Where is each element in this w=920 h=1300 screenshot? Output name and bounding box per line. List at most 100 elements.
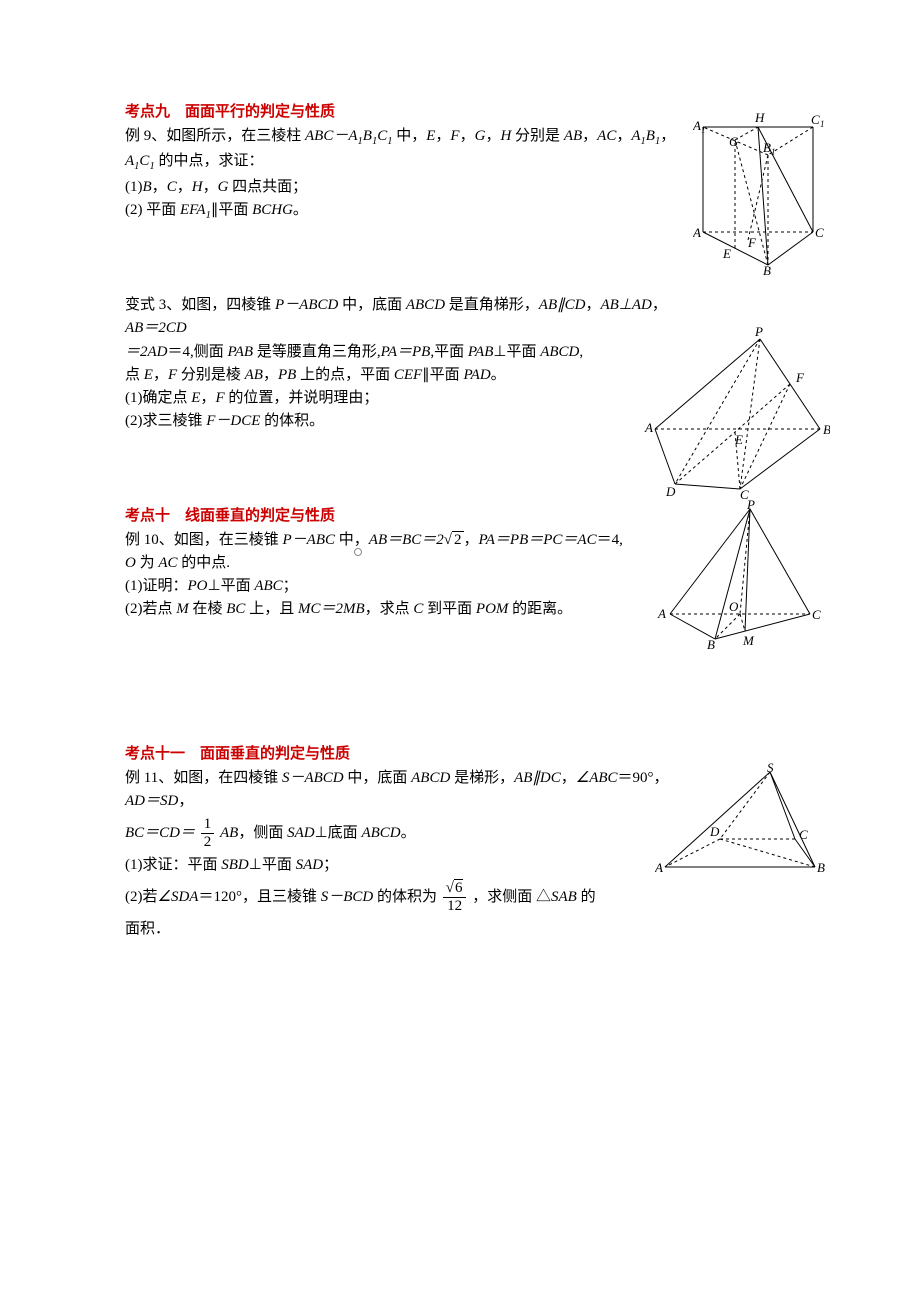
m: H (500, 128, 511, 144)
m: S－BCD (321, 889, 374, 905)
svg-text:E: E (734, 432, 743, 447)
m: AB∥CD (539, 297, 586, 313)
m: EFA (180, 202, 206, 218)
t: 例 9、如图所示，在三棱柱 (125, 128, 305, 144)
m: F (168, 367, 177, 383)
m: H (192, 179, 203, 195)
sqrt2: √2 (444, 529, 464, 552)
ex11-text-3: (1)求证：平面 SBD⊥平面 SAD； (125, 854, 670, 877)
t: ， (485, 128, 500, 144)
t: (1)确定点 (125, 390, 191, 406)
m: BCHG (252, 202, 293, 218)
svg-text:C: C (811, 112, 820, 127)
svg-text:C: C (815, 225, 824, 240)
t: ， (616, 128, 631, 144)
t: ，求点 (365, 601, 414, 617)
t: (2)求三棱锥 (125, 413, 206, 429)
m: ABCD (361, 825, 400, 841)
page: 考点九 面面平行的判定与性质 例 9、如图所示，在三棱柱 ABC－A1B1C1 … (0, 0, 920, 1002)
variant-3: 变式 3、如图，四棱锥 P－ABCD 中，底面 ABCD 是直角梯形，AB∥CD… (125, 294, 795, 434)
t: 的中点，求证： (155, 153, 264, 169)
t: ，求侧面 △ (472, 889, 551, 905)
t: ； (283, 578, 298, 594)
t: ⊥平面 (493, 344, 540, 360)
t: 上的点，平面 (296, 367, 394, 383)
t: (1)求证：平面 (125, 857, 221, 873)
t: ， (153, 367, 168, 383)
t: ， (177, 179, 192, 195)
t: 面积． (125, 921, 170, 937)
svg-text:G: G (729, 134, 739, 149)
t: 的 (577, 889, 596, 905)
svg-text:C: C (799, 827, 808, 842)
svg-text:1: 1 (820, 119, 825, 129)
t: ， (263, 367, 278, 383)
t: 四点共面； (228, 179, 307, 195)
t: 。 (491, 367, 506, 383)
section-9: 考点九 面面平行的判定与性质 例 9、如图所示，在三棱柱 ABC－A1B1C1 … (125, 100, 795, 224)
section-10: 考点十 线面垂直的判定与性质 例 10、如图，在三棱锥 P－ABC 中，AB＝B… (125, 504, 795, 622)
m: ABC－A (305, 128, 358, 144)
svg-text:B: B (763, 263, 771, 275)
figure-tetrahedron: P A C B M O (655, 499, 825, 654)
t: ， (660, 128, 675, 144)
svg-text:B: B (817, 860, 825, 875)
t: 中， (392, 128, 426, 144)
t: ＝4, (597, 532, 623, 548)
svg-text:A: A (644, 420, 653, 435)
m: ABCD (540, 344, 579, 360)
m: F (215, 390, 224, 406)
svg-text:F: F (795, 370, 805, 385)
m: A (631, 128, 640, 144)
var3-text: 变式 3、如图，四棱锥 P－ABCD 中，底面 ABCD 是直角梯形，AB∥CD… (125, 294, 685, 434)
svg-text:D: D (709, 824, 720, 839)
m: S－ABCD (282, 770, 344, 786)
m: C (167, 179, 177, 195)
t: ， (585, 297, 600, 313)
ex11-text-5: 面积． (125, 918, 670, 941)
svg-text:M: M (742, 633, 755, 648)
m: E (144, 367, 153, 383)
t: ⊥平面 (208, 578, 255, 594)
t: 变式 3、如图，四棱锥 (125, 297, 275, 313)
figure-pyramid-2: S A B C D (655, 762, 825, 887)
t: ∥平面 (422, 367, 463, 383)
t: ， (200, 390, 215, 406)
t: 在棱 (189, 601, 227, 617)
m: SAB (551, 889, 577, 905)
ex11-text: 例 11、如图，在四棱锥 S－ABCD 中，底面 ABCD 是梯形，AB∥DC，… (125, 767, 670, 814)
m: F (450, 128, 459, 144)
frac-sqrt6-12: √612 (443, 881, 467, 914)
t: 的位置，并说明理由； (225, 390, 379, 406)
t: (2) 平面 (125, 202, 180, 218)
svg-text:D: D (665, 484, 676, 499)
m: PAB (468, 344, 494, 360)
m: ABC (254, 578, 282, 594)
svg-text:A: A (657, 606, 666, 621)
t: 中， (335, 532, 369, 548)
t: (1) (125, 179, 143, 195)
t: 的体积为 (373, 889, 441, 905)
t: 。 (401, 825, 416, 841)
t: 是等腰直角三角形, (253, 344, 381, 360)
t: 上，且 (245, 601, 298, 617)
m: PA＝PB＝PC＝AC (479, 532, 597, 548)
m: PAB (228, 344, 254, 360)
svg-text:A: A (693, 225, 701, 240)
m: B (143, 179, 152, 195)
svg-text:B: B (707, 637, 715, 649)
t: 到平面 (423, 601, 476, 617)
m: PO (188, 578, 208, 594)
m: AD＝SD (125, 793, 178, 809)
t: ， (178, 793, 193, 809)
m: BC (226, 601, 245, 617)
t: 例 10、如图，在三棱锥 (125, 532, 283, 548)
figure-prism: A1 H C1 G B1 A C E F B (693, 110, 825, 280)
m: AB (220, 825, 238, 841)
m: PA＝PB (381, 344, 431, 360)
m: ABCD (406, 297, 445, 313)
m: ABCD (411, 770, 450, 786)
ex9-text: 例 9、如图所示，在三棱柱 ABC－A1B1C1 中，E，F，G，H 分别是 A… (125, 125, 685, 224)
figure-pyramid-1: P F A B E D C (640, 324, 830, 504)
t: 是直角梯形， (445, 297, 539, 313)
